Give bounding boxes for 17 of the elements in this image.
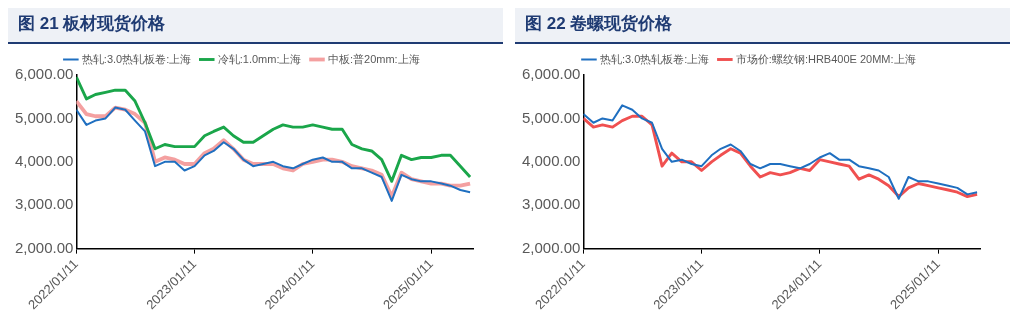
y-tick-label: 5,000.00 [15,108,74,126]
legend-label: 热轧:3.0热轧板卷:上海 [81,52,192,65]
y-tick-label: 6,000.00 [15,65,74,83]
legend-label: 热轧:3.0热轧板卷:上海 [599,52,710,65]
chart-title: 图 21 板材现货价格 [8,8,503,44]
legend-label: 冷轧:1.0mm:上海 [217,52,302,65]
chart-title: 图 22 卷螺现货价格 [515,8,1010,44]
y-tick-label: 4,000.00 [15,151,74,169]
y-tick-label: 3,000.00 [15,195,74,213]
y-tick-label: 3,000.00 [522,195,581,213]
legend-label: 中板:普20mm:上海 [327,52,420,65]
y-tick-label: 4,000.00 [522,151,581,169]
y-tick-label: 2,000.00 [15,238,74,256]
y-tick-label: 5,000.00 [522,108,581,126]
y-tick-label: 6,000.00 [522,65,581,83]
legend-label: 市场价:螺纹钢:HRB400E 20MM:上海 [735,52,916,65]
y-tick-label: 2,000.00 [522,238,581,256]
